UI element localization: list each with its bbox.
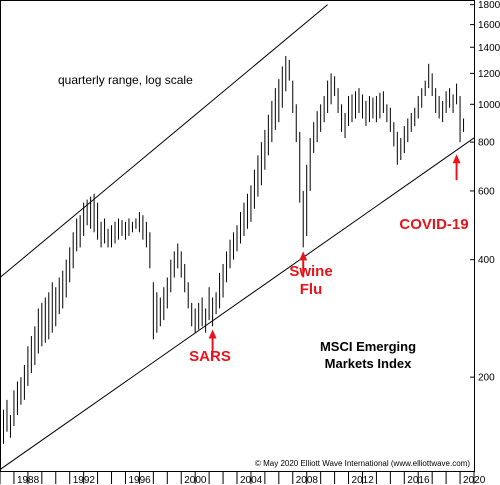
event-arrow-head-1	[299, 251, 308, 261]
x-tick-label-5: 2008	[296, 475, 319, 485]
chart-title-line-2: Markets Index	[325, 356, 412, 371]
x-tick-label-1: 1992	[73, 475, 96, 485]
event-arrow-1	[299, 251, 308, 278]
y-tick-label-4: 1000	[478, 100, 500, 111]
event-arrow-head-0	[208, 329, 217, 339]
chart-subtitle: quarterly range, log scale	[58, 73, 193, 87]
label-sars: SARS	[189, 348, 231, 365]
label-covid: COVID-19	[399, 216, 468, 233]
y-tick-label-3: 800	[478, 138, 495, 149]
y-tick-label-0: 200	[478, 373, 495, 384]
chart-title-line-1: MSCI Emerging	[320, 339, 416, 354]
x-tick-label-8: 2020	[463, 475, 486, 485]
y-tick-label-2: 600	[478, 186, 495, 197]
y-tick-label-6: 1400	[478, 43, 500, 54]
x-tick-label-2: 1996	[128, 475, 151, 485]
label-swine-line-1: Swine	[289, 263, 332, 280]
event-arrows	[208, 154, 461, 356]
y-tick-label-7: 1600	[478, 20, 500, 31]
plot-area	[0, 0, 475, 472]
price-bars	[0, 55, 465, 457]
x-tick-label-4: 2004	[240, 475, 263, 485]
y-tick-label-5: 1200	[478, 69, 500, 80]
label-swine-line-2: Flu	[300, 281, 323, 298]
x-tick-label-6: 2012	[352, 475, 375, 485]
y-axis: 200 400 600 800 1000 1200 1400 1600 1800	[470, 0, 500, 384]
x-tick-label-0: 1988	[17, 475, 40, 485]
event-arrow-0	[208, 329, 217, 356]
y-tick-label-8: 1800	[478, 0, 500, 11]
x-tick-label-3: 2000	[184, 475, 207, 485]
channel-upper-line	[0, 4, 328, 278]
x-tick-label-7: 2016	[407, 475, 430, 485]
trend-channel	[0, 4, 475, 470]
event-arrow-head-2	[452, 154, 461, 164]
event-arrow-2	[452, 154, 461, 181]
channel-lower-line	[0, 137, 475, 470]
x-axis: 1988 1992 1996 2000 2004 2008 2012 2016 2020	[0, 471, 486, 485]
credit-line: © May 2020 Elliott Wave International (w…	[255, 459, 470, 468]
y-tick-label-1: 400	[478, 255, 495, 266]
